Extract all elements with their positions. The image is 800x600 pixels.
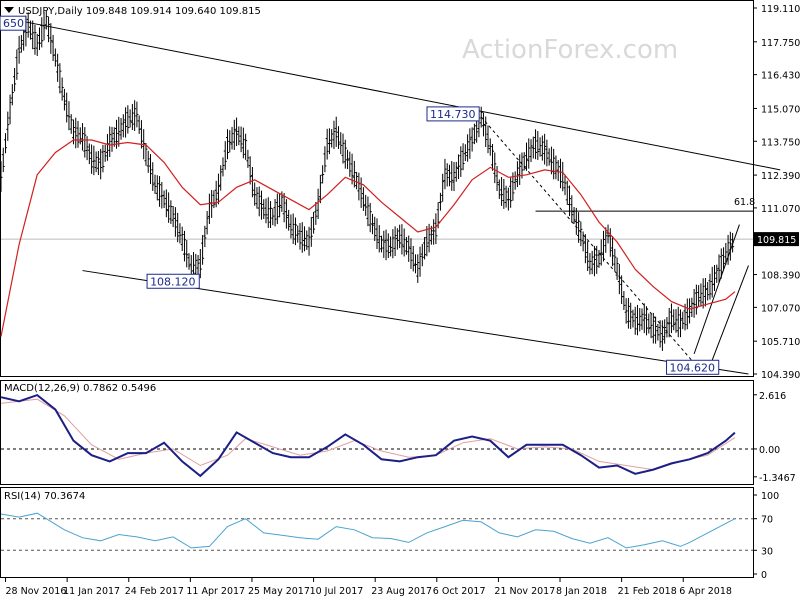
x-tick-label: 28 Nov 2016 xyxy=(6,586,67,597)
rsi-y-tick-label: 70 xyxy=(761,515,773,526)
fib-level-label: 61.8 xyxy=(734,197,755,208)
price-label-text: 650 xyxy=(3,17,24,30)
price-axis: 119.110 117.750 116.430 115.070 113.750 112.3… xyxy=(753,4,800,381)
macd-line xyxy=(0,393,736,478)
x-tick-label: 6 Apr 2018 xyxy=(679,586,732,597)
y-tick-label: 105.710 xyxy=(761,337,800,348)
x-tick-label: 11 Apr 2017 xyxy=(186,586,245,597)
y-tick-label: 117.750 xyxy=(761,38,800,49)
y-tick-label: 116.430 xyxy=(761,71,800,82)
y-tick-label: 111.070 xyxy=(761,204,800,215)
price-label-text: 104.620 xyxy=(670,361,716,374)
macd-pane-frame xyxy=(0,380,754,485)
price-label-text: 108.120 xyxy=(150,275,196,288)
trendline xyxy=(19,20,781,171)
macd-y-tick-label: 0.00 xyxy=(759,445,780,456)
y-tick-label: 113.750 xyxy=(761,137,800,148)
rsi-y-tick-label: 0 xyxy=(761,570,767,581)
rsi-layer: 100 70 30 0 xyxy=(0,491,779,581)
x-tick-label: 8 Jan 2018 xyxy=(556,586,607,597)
x-tick-label: 24 Feb 2017 xyxy=(125,586,184,597)
macd-signal-line xyxy=(0,398,736,471)
dropdown-arrow-icon[interactable] xyxy=(4,7,14,13)
macd-title: MACD(12,26,9) 0.7862 0.5496 xyxy=(4,383,156,394)
x-tick-label: 11 Jan 2017 xyxy=(63,586,120,597)
y-tick-label: 112.390 xyxy=(761,171,800,182)
y-tick-label: 108.390 xyxy=(761,271,800,282)
price-bars xyxy=(0,10,735,351)
x-tick-label: 23 Aug 2017 xyxy=(371,586,432,597)
x-tick-label: 21 Feb 2018 xyxy=(618,586,677,597)
y-tick-label: 107.070 xyxy=(761,303,800,314)
price-label-box xyxy=(0,15,27,31)
price-label-box xyxy=(666,359,720,375)
trendlines xyxy=(19,20,781,375)
y-tick-label: 104.390 xyxy=(761,370,800,381)
x-tick-label: 25 May 2017 xyxy=(248,586,310,597)
rsi-line xyxy=(0,512,736,549)
y-tick-label: 115.070 xyxy=(761,104,800,115)
symbol-line: USDJPY,Daily 109.848 109.914 109.640 109… xyxy=(18,6,261,17)
moving-average-line xyxy=(0,139,736,337)
macd-layer: 2.616 0.00 -1.3467 xyxy=(0,391,796,484)
x-tick-label: 21 Nov 2017 xyxy=(494,586,555,597)
macd-y-tick-label: -1.3467 xyxy=(759,473,796,484)
current-price-marker xyxy=(753,232,799,247)
trendline xyxy=(711,265,749,361)
chart-header: USDJPY,Daily 109.848 109.914 109.640 109… xyxy=(4,6,261,17)
price-series xyxy=(0,10,736,351)
rsi-y-tick-label: 100 xyxy=(761,491,779,502)
x-tick-label: 10 Jul 2017 xyxy=(310,586,364,597)
x-tick-label: 6 Oct 2017 xyxy=(433,586,486,597)
rsi-pane-frame xyxy=(0,487,754,578)
watermark: ActionForex.com xyxy=(462,35,678,65)
current-price-label: 109.815 xyxy=(757,235,796,246)
rsi-title: RSI(14) 70.3674 xyxy=(4,491,85,502)
price-annotations: 650 114.730 108.120 104.620 61.8 xyxy=(0,15,755,375)
y-tick-label: 119.110 xyxy=(761,4,800,15)
price-label-box xyxy=(146,273,200,289)
price-label-text: 114.730 xyxy=(430,108,476,121)
rsi-y-tick-label: 30 xyxy=(761,546,773,557)
trendline xyxy=(480,116,700,369)
macd-y-tick-label: 2.616 xyxy=(759,391,786,402)
trendline xyxy=(693,224,740,355)
price-label-box xyxy=(426,106,480,122)
